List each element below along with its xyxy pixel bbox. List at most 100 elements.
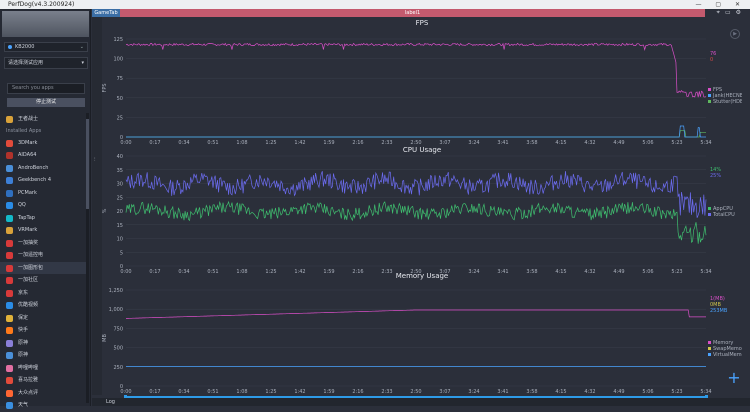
x-tick-label: 1:25 [265, 389, 276, 395]
settings-icon[interactable]: ⚙ [735, 9, 746, 16]
window-title: PerfDog(v4.3.200924) [8, 1, 75, 8]
app-list-item[interactable]: QQ [0, 199, 86, 212]
legend-swatch [708, 94, 711, 97]
x-tick-label: 1:42 [294, 389, 305, 395]
app-list-item[interactable]: 原神 [0, 349, 86, 362]
label-bar[interactable]: label1 [120, 9, 705, 17]
app-label: 快手 [18, 327, 29, 333]
chevron-down-icon[interactable]: ⌄ [79, 44, 84, 50]
app-icon [6, 339, 13, 347]
app-list-item[interactable]: 保定 [0, 312, 86, 325]
app-icon [6, 302, 13, 309]
x-tick-label: 5:34 [700, 389, 711, 395]
app-list-item[interactable]: 原神 [0, 337, 86, 350]
x-tick-label: 5:23 [671, 389, 682, 395]
app-label: 一加社区 [18, 277, 39, 283]
x-tick-label: 1:25 [265, 269, 276, 274]
app-list-item[interactable]: 天气 [0, 399, 86, 412]
x-tick-label: 3:07 [439, 389, 450, 395]
app-list-item[interactable]: 一加抽奖 [0, 237, 86, 250]
x-tick-label: 0:17 [149, 389, 160, 395]
app-select[interactable]: 请选择测试应用 ▾ [4, 57, 88, 69]
x-tick-label: 1:08 [236, 140, 247, 146]
x-tick-label: 5:06 [642, 389, 653, 395]
x-tick-label: 0:17 [149, 140, 160, 146]
legend-swatch [708, 341, 711, 344]
tab-gametab[interactable]: GameTab [92, 9, 120, 17]
x-tick-label: 0:17 [149, 269, 160, 274]
current-value: 14% [710, 167, 721, 173]
app-list-item[interactable]: AIDA64 [0, 149, 86, 162]
app-list-item[interactable]: TapTap [0, 212, 86, 225]
y-tick-label: 750 [113, 326, 123, 332]
legend-label: TotalCPU [712, 212, 735, 218]
log-toggle[interactable]: Log [106, 399, 115, 405]
stop-test-button[interactable]: 停止测试 [7, 98, 85, 107]
app-list-item[interactable]: 王者战士 [0, 113, 86, 126]
add-icon[interactable]: + [727, 368, 741, 387]
x-tick-label: 5:06 [642, 140, 653, 146]
app-label: AndroBench [18, 164, 49, 171]
legend-label: VirtualMemory [713, 352, 742, 358]
app-list-item[interactable]: 哔哩哔哩 [0, 362, 86, 375]
app-label: AIDA64 [18, 152, 37, 158]
app-list-item[interactable]: 一加社区 [0, 274, 86, 287]
y-tick-label: 25 [117, 115, 123, 121]
app-icon [6, 289, 13, 297]
app-icon [6, 364, 13, 372]
y-tick-label: 15 [117, 223, 123, 229]
search-input[interactable]: Search you apps [7, 83, 85, 94]
x-tick-label: 4:49 [613, 269, 624, 274]
fps-chart: FPS 125 100 75 50 25 0 FPS 0:00 0:17 0:34 0:51 1:08… [102, 19, 745, 151]
app-list-item[interactable]: AndroBench [0, 162, 86, 175]
app-list-item[interactable]: 喜马拉雅 [0, 374, 86, 387]
app-list-item[interactable]: 一加遥控电 [0, 249, 86, 262]
app-list-item[interactable]: VRMark [0, 224, 86, 237]
app-list-item[interactable]: PCMark [0, 187, 86, 200]
x-tick-label: 5:34 [700, 140, 711, 146]
app-list-item[interactable]: 大众点评 [0, 387, 86, 400]
app-list-item[interactable]: 快手 [0, 324, 86, 337]
app-list-item[interactable]: 优酷视频 [0, 299, 86, 312]
app-list-item[interactable]: 一加图形包 [0, 261, 86, 274]
x-tick-label: 3:07 [439, 269, 450, 274]
legend-swatch [708, 213, 711, 216]
app-list-item[interactable]: Geekbench 4 [0, 174, 86, 187]
toolbar-icons[interactable]: ⌖▭⚙ [717, 9, 746, 17]
x-tick-label: 3:58 [526, 269, 537, 274]
location-icon[interactable]: ⌖ [716, 9, 725, 16]
legend-label: AppCPU [713, 206, 733, 212]
x-tick-label: 0:51 [207, 140, 218, 146]
y-axis-label: FPS [102, 83, 108, 92]
x-tick-label: 2:16 [352, 269, 363, 274]
legend-swatch [708, 100, 711, 103]
sidebar: KB2000 ⌄ 请选择测试应用 ▾ Search you apps 停止测试 … [0, 9, 91, 409]
current-value: 25% [710, 173, 721, 179]
app-label: PCMark [18, 189, 37, 196]
app-icon [6, 239, 13, 247]
bottom-bar: Log [92, 398, 750, 406]
play-icon[interactable]: ▶ [730, 29, 740, 39]
app-label: 一加遥控电 [18, 252, 44, 258]
current-value: 0MB [710, 302, 721, 308]
x-tick-label: 0:34 [178, 389, 189, 395]
app-icon [6, 139, 13, 147]
app-icon [6, 352, 13, 359]
current-value: 1(MB) [710, 296, 725, 302]
app-icon [6, 214, 13, 222]
collapse-handle[interactable]: ⁝ [92, 17, 102, 395]
sidebar-scrollbar[interactable] [86, 113, 89, 403]
stutter-series [126, 130, 706, 138]
app-list-item[interactable]: 京东 [0, 287, 86, 300]
app-list-item[interactable]: 3DMark [0, 137, 86, 150]
device-selector[interactable]: KB2000 ⌄ [4, 42, 88, 52]
sidebar-banner [2, 11, 89, 37]
folder-icon[interactable]: ▭ [724, 9, 736, 16]
window-titlebar: PerfDog(v4.3.200924) — ▢ ✕ [0, 0, 750, 9]
cpu-plot[interactable]: 40 35 30 25 20 15 10 5 0% 0:00 0:17 0:34 0:51 1:08 1:2… [102, 146, 742, 280]
fps-plot[interactable]: 125 100 75 50 25 0 FPS 0:00 0:17 0:34 0:51 1:08 1:25… [102, 19, 745, 151]
window-controls[interactable]: — ▢ ✕ [695, 1, 746, 8]
y-tick-label: 1,250 [109, 288, 123, 294]
app-label: 京东 [18, 289, 29, 296]
